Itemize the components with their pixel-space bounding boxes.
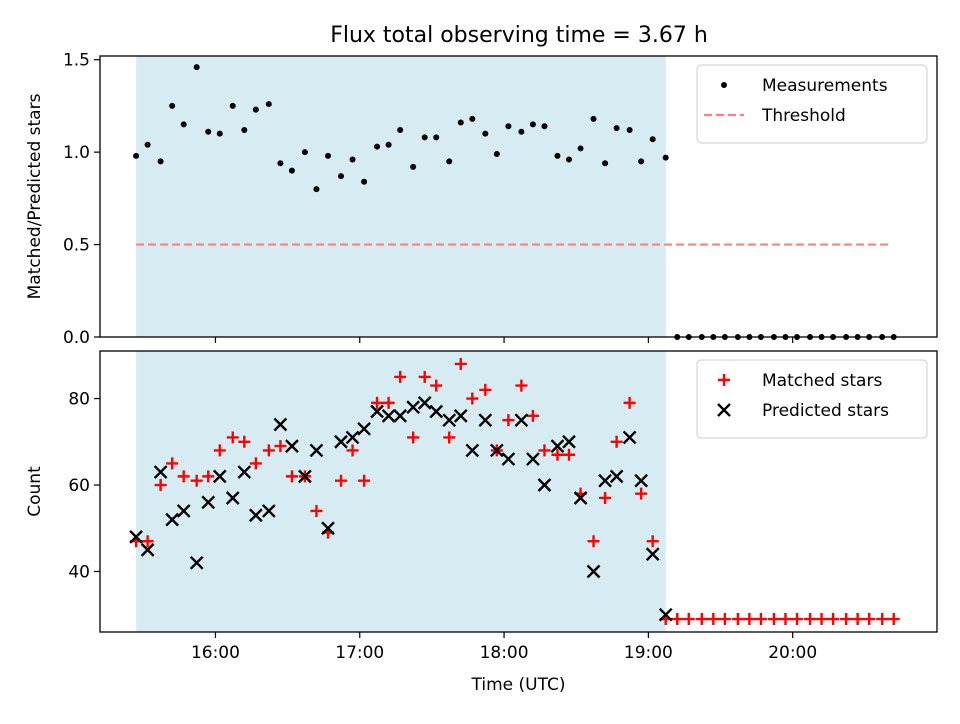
legend-label: Measurements xyxy=(762,76,888,96)
measurement-point xyxy=(422,134,428,140)
y-axis-label: Matched/Predicted stars xyxy=(25,93,45,299)
x-tick-label: 20:00 xyxy=(768,643,817,663)
measurement-point xyxy=(194,64,200,70)
measurement-point xyxy=(433,134,439,140)
measurement-point xyxy=(602,160,608,166)
measurement-point xyxy=(325,153,331,159)
measurement-point xyxy=(482,131,488,137)
measurement-point xyxy=(361,179,367,185)
measurement-point xyxy=(181,121,187,127)
legend: Matched stars Predicted stars xyxy=(697,360,927,438)
measurement-point xyxy=(650,136,656,142)
measurement-point xyxy=(313,186,319,192)
measurement-point xyxy=(338,173,344,179)
measurement-point xyxy=(145,142,151,148)
measurement-point xyxy=(458,120,464,126)
measurement-point xyxy=(627,127,633,133)
y-tick-label: 1.0 xyxy=(63,143,90,163)
measurement-point xyxy=(410,164,416,170)
y-tick-label: 40 xyxy=(68,562,90,582)
measurement-point xyxy=(217,131,223,137)
y-axis-label: Count xyxy=(25,466,45,517)
y-tick-label: 60 xyxy=(68,476,90,496)
measurement-point xyxy=(205,129,211,135)
measurement-point xyxy=(554,153,560,159)
legend-label: Predicted stars xyxy=(762,401,889,421)
measurement-point xyxy=(494,151,500,157)
measurement-point xyxy=(169,103,175,109)
figure-title: Flux total observing time = 3.67 h xyxy=(330,23,708,48)
y-tick-label: 80 xyxy=(68,390,90,410)
measurement-point xyxy=(386,142,392,148)
legend-marker xyxy=(721,82,727,88)
y-tick-label: 1.5 xyxy=(63,51,90,71)
measurement-point xyxy=(469,116,475,122)
measurement-point xyxy=(505,123,511,129)
measurement-point xyxy=(578,145,584,151)
measurement-point xyxy=(638,158,644,164)
measurement-point xyxy=(614,125,620,131)
legend: Measurements Threshold xyxy=(697,65,927,143)
y-tick-label: 0.0 xyxy=(63,328,90,348)
y-tick-label: 0.5 xyxy=(63,236,90,256)
measurement-point xyxy=(230,103,236,109)
measurement-point xyxy=(541,123,547,129)
measurement-point xyxy=(663,155,669,161)
measurement-point xyxy=(518,129,524,135)
x-tick-label: 16:00 xyxy=(191,643,240,663)
measurement-point xyxy=(530,121,536,127)
measurement-point xyxy=(133,153,139,159)
measurement-point xyxy=(374,144,380,150)
measurement-point xyxy=(277,160,283,166)
x-axis-label: Time (UTC) xyxy=(471,675,566,695)
x-tick-label: 17:00 xyxy=(335,643,384,663)
measurement-point xyxy=(289,168,295,174)
legend-label: Threshold xyxy=(761,106,846,126)
measurement-point xyxy=(266,101,272,107)
legend-label: Matched stars xyxy=(762,371,882,391)
measurement-point xyxy=(397,127,403,133)
measurement-point xyxy=(350,157,356,163)
measurement-point xyxy=(158,158,164,164)
measurement-point xyxy=(241,127,247,133)
measurement-point xyxy=(302,149,308,155)
observing-window-shade xyxy=(136,56,666,337)
measurement-point xyxy=(566,157,572,163)
x-tick-label: 18:00 xyxy=(480,643,529,663)
observing-window-shade xyxy=(136,351,666,632)
x-tick-label: 19:00 xyxy=(624,643,673,663)
figure: Flux total observing time = 3.67 h 0.0 0.… xyxy=(0,0,960,720)
measurement-point xyxy=(591,116,597,122)
measurement-point xyxy=(446,158,452,164)
measurement-point xyxy=(253,107,259,113)
